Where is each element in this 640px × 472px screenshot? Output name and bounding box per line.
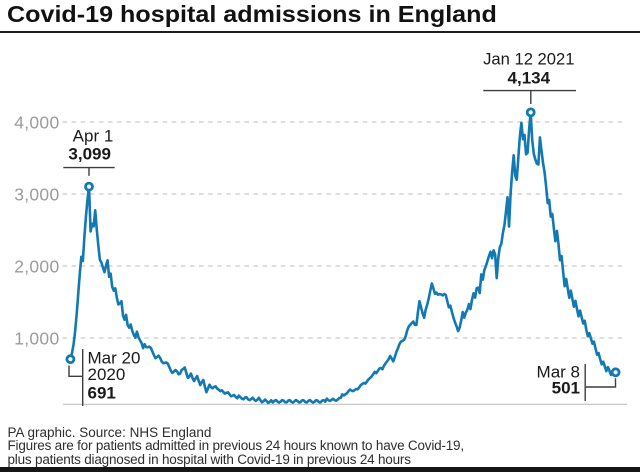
- svg-text:Mar 20: Mar 20: [88, 349, 141, 368]
- svg-text:2020: 2020: [88, 365, 126, 384]
- svg-text:2,000: 2,000: [14, 256, 59, 276]
- svg-text:691: 691: [88, 384, 116, 403]
- svg-text:Mar 8: Mar 8: [537, 362, 580, 381]
- svg-text:4,134: 4,134: [508, 69, 551, 88]
- svg-text:1,000: 1,000: [14, 328, 59, 348]
- svg-text:3,099: 3,099: [68, 145, 111, 164]
- svg-text:Apr 1: Apr 1: [73, 127, 114, 146]
- svg-text:4,000: 4,000: [14, 112, 59, 132]
- svg-text:3,000: 3,000: [14, 184, 59, 204]
- svg-text:501: 501: [552, 379, 580, 398]
- svg-text:Jan 12 2021: Jan 12 2021: [483, 50, 574, 69]
